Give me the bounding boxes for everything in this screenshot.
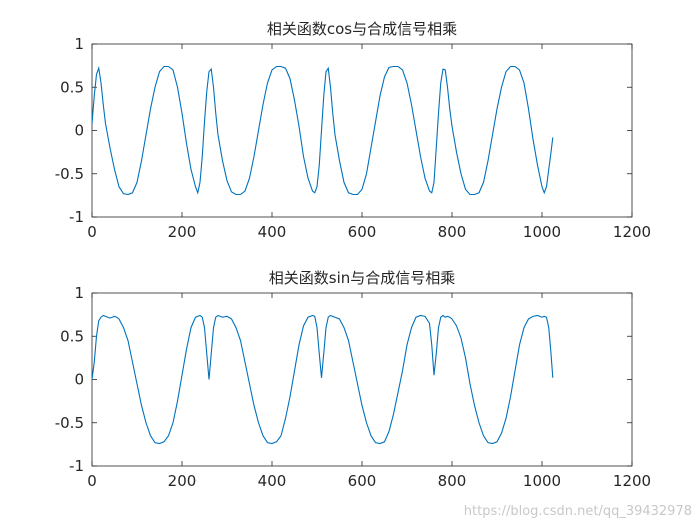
- y-tick-label: 1: [74, 35, 84, 53]
- x-tick-label: 1000: [523, 472, 561, 490]
- ticks-1: 0 200 400 600 800 1000 1200 -1 -0.5 0 0.5 1: [55, 35, 651, 241]
- y-tick-label: -1: [69, 208, 84, 226]
- y-tick-label: -1: [69, 457, 84, 475]
- x-tick-label: 1200: [613, 472, 651, 490]
- y-tick-label: 0.5: [60, 78, 84, 96]
- chart-title-1: 相关函数cos与合成信号相乘: [267, 20, 457, 38]
- x-tick-label: 400: [258, 472, 287, 490]
- y-tick-label: 0: [74, 371, 84, 389]
- series-line-1: [91, 65, 554, 196]
- x-tick-label: 200: [168, 472, 197, 490]
- chart-title-2: 相关函数sin与合成信号相乘: [269, 269, 456, 287]
- x-tick-label: 1200: [613, 223, 651, 241]
- y-tick-label: 1: [74, 284, 84, 302]
- x-tick-label: 0: [87, 472, 97, 490]
- x-tick-label: 600: [348, 472, 377, 490]
- y-tick-label: -0.5: [55, 414, 84, 432]
- watermark: https://blog.csdn.net/qq_39432978: [463, 504, 692, 519]
- x-tick-label: 200: [168, 223, 197, 241]
- y-tick-label: -0.5: [55, 165, 84, 183]
- x-tick-label: 1000: [523, 223, 561, 241]
- ticks-2: 0 200 400 600 800 1000 1200 -1 -0.5 0 0.5 1: [55, 284, 651, 490]
- x-tick-label: 600: [348, 223, 377, 241]
- x-tick-label: 800: [438, 472, 467, 490]
- y-tick-label: 0.5: [60, 327, 84, 345]
- plot-area-2: [91, 292, 633, 467]
- y-tick-label: 0: [74, 122, 84, 140]
- x-tick-label: 0: [87, 223, 97, 241]
- x-tick-label: 400: [258, 223, 287, 241]
- x-tick-label: 800: [438, 223, 467, 241]
- series-line-2: [91, 314, 554, 445]
- subplot-2: 相关函数sin与合成信号相乘 0 200 400 600 800 1000 1200 -1 -0…: [55, 269, 651, 490]
- subplot-1: 相关函数cos与合成信号相乘 0 200 400 600 800 1000 1200 -1 -0…: [55, 20, 651, 241]
